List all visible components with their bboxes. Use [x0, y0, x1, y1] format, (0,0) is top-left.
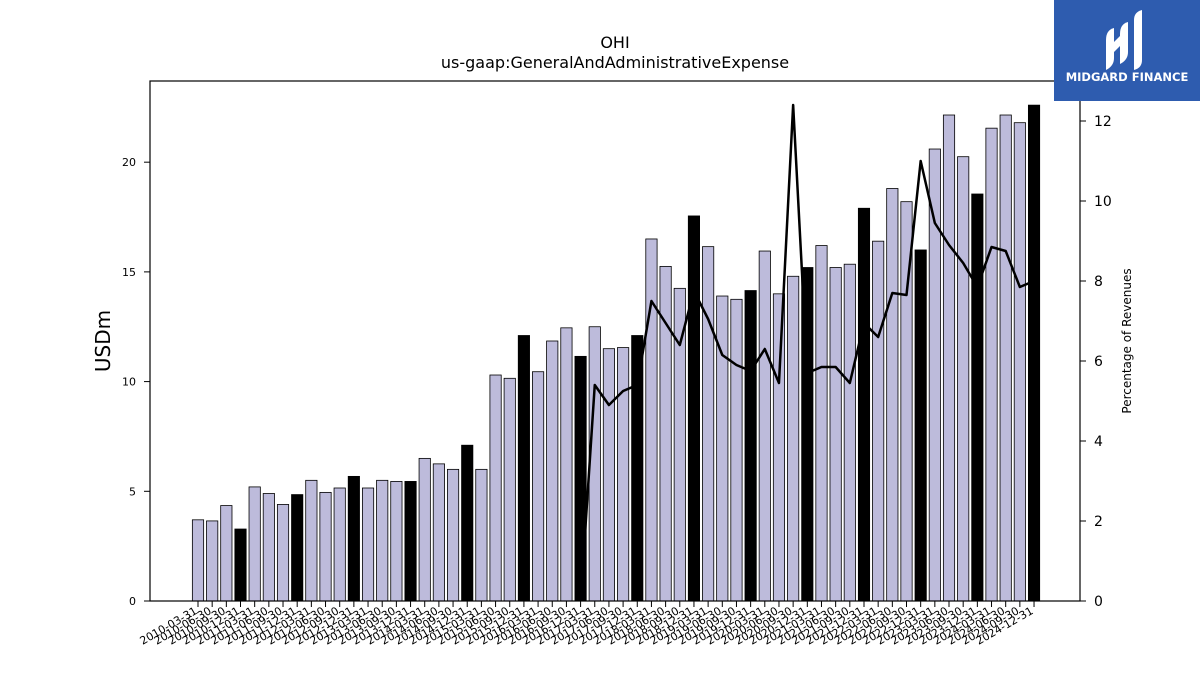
bar-series: [191, 104, 1041, 602]
bar-2010-09-30: [220, 505, 233, 602]
bar-2013-12-31: [404, 481, 417, 602]
y-tick-label-right: 4: [1094, 434, 1103, 450]
bar-2013-09-30: [390, 481, 403, 602]
bar-2017-09-30: [617, 347, 630, 602]
bar-2019-09-30: [730, 298, 743, 602]
y-axis-label-right: Percentage of Revenues: [1120, 268, 1134, 413]
bar-2014-03-31: [418, 457, 431, 602]
bar-2021-06-30: [829, 267, 842, 602]
bar-2010-06-30: [206, 520, 219, 602]
bar-2012-06-30: [319, 491, 332, 602]
bar-2011-03-31: [248, 486, 261, 602]
y-axis-left: 0 5 10 15 20: [122, 156, 150, 608]
bar-2014-12-31: [461, 444, 474, 602]
bar-2014-09-30: [447, 468, 460, 602]
y-tick-label-right: 2: [1094, 514, 1103, 530]
bar-2016-03-31: [532, 371, 545, 602]
bar-2021-12-31: [857, 207, 871, 602]
bar-2016-12-31: [574, 355, 587, 602]
bar-2023-09-30: [957, 156, 970, 602]
y-tick-label-right: 6: [1094, 354, 1103, 370]
y-tick-label-right: 8: [1094, 274, 1103, 290]
bar-2020-09-30: [787, 275, 800, 602]
bar-2015-06-30: [489, 374, 502, 602]
bar-2015-09-30: [503, 377, 516, 602]
y-tick-label-left: 15: [122, 266, 136, 279]
bar-2023-12-31: [971, 193, 984, 602]
bar-2017-12-31: [631, 335, 644, 602]
bar-2013-06-30: [376, 479, 389, 602]
line-series: [579, 103, 1035, 602]
y-tick-label-left: 5: [129, 485, 136, 498]
plot-frame: [149, 80, 1081, 602]
bar-2022-12-31: [914, 249, 927, 602]
chart-title: OHI: [600, 33, 629, 52]
bar-2018-03-31: [645, 238, 658, 602]
bar-2022-03-31: [872, 240, 885, 602]
bar-2022-06-30: [886, 188, 899, 602]
y-tick-label-left: 10: [122, 376, 136, 389]
bar-2021-03-31: [815, 245, 828, 602]
bar-2014-06-30: [432, 463, 445, 602]
bar-2024-09-30: [1013, 122, 1026, 602]
bar-2011-12-31: [291, 494, 304, 602]
y-tick-label-left: 20: [122, 156, 136, 169]
bar-2024-12-31: [1027, 104, 1041, 602]
bar-2013-03-31: [361, 487, 375, 602]
chart-subtitle: us-gaap:GeneralAndAdministrativeExpense: [441, 53, 789, 72]
bar-2021-09-30: [843, 263, 856, 602]
bar-2016-06-30: [546, 340, 559, 602]
bar-2024-03-31: [985, 127, 998, 602]
bar-2016-09-30: [560, 327, 573, 602]
y-axis-label-left: USDm: [91, 310, 115, 372]
brand-logo: MIDGARD FINANCE: [1054, 0, 1200, 101]
bar-2020-06-30: [772, 293, 786, 602]
bar-2010-12-31: [234, 528, 247, 602]
bar-2015-12-31: [517, 335, 530, 602]
percentage-line: [579, 103, 1035, 602]
bar-2019-03-31: [702, 246, 715, 602]
bar-2015-03-31: [475, 468, 488, 602]
bar-2011-09-30: [276, 504, 290, 602]
bar-2012-09-30: [333, 487, 346, 602]
x-axis: 2010-03-312010-06-302010-09-302010-12-31…: [138, 601, 1036, 648]
bar-2023-06-30: [942, 114, 956, 602]
bar-2012-03-31: [305, 479, 318, 602]
bar-2017-06-30: [602, 348, 615, 602]
logo-text: MIDGARD FINANCE: [1066, 70, 1189, 84]
y-axis-right: 0 2 4 6 8 10 12: [1080, 114, 1112, 610]
y-tick-label-left: 0: [129, 595, 136, 608]
logo-mark-icon: [1106, 10, 1142, 70]
bar-2018-12-31: [687, 215, 700, 602]
bar-2011-06-30: [262, 493, 275, 602]
y-tick-label-right: 0: [1094, 594, 1103, 610]
bar-2012-12-31: [347, 475, 360, 602]
bar-2010-03-31: [191, 519, 205, 602]
bar-2019-12-31: [744, 290, 757, 602]
bar-2023-03-31: [928, 148, 941, 602]
bar-2018-09-30: [673, 287, 686, 602]
y-tick-label-right: 12: [1094, 114, 1112, 130]
bar-2020-03-31: [758, 250, 771, 602]
y-tick-label-right: 10: [1094, 194, 1112, 210]
bar-2024-06-30: [999, 114, 1012, 602]
